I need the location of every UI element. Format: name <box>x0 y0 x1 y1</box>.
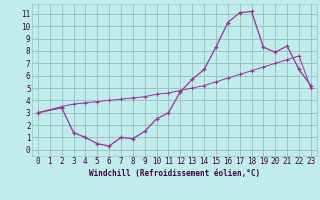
X-axis label: Windchill (Refroidissement éolien,°C): Windchill (Refroidissement éolien,°C) <box>89 169 260 178</box>
